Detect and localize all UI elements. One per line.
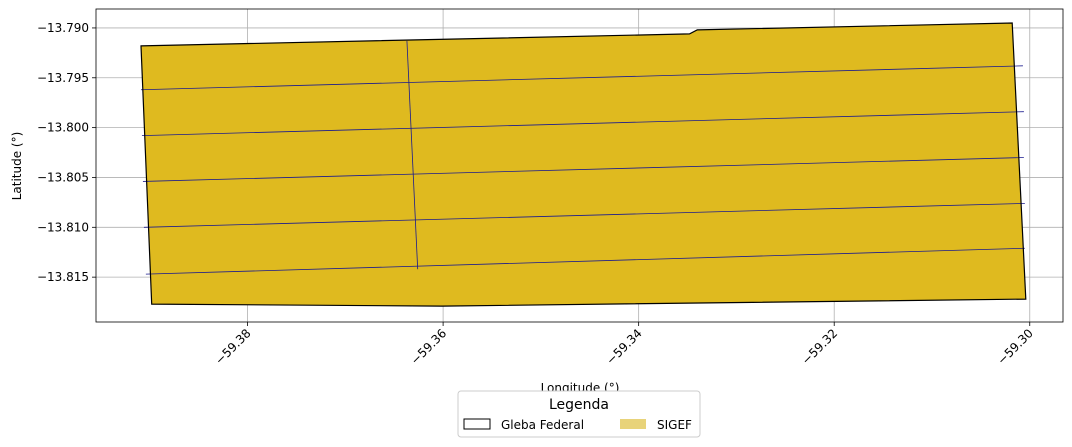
sigef-parcel-boundary [406, 40, 419, 270]
map-layers [140, 22, 1027, 307]
y-tick-label: −13.810 [37, 220, 89, 234]
y-tick-label: −13.815 [37, 270, 89, 284]
sigef-parcel-boundary [141, 111, 1024, 136]
x-tick-label: −59.36 [408, 326, 449, 367]
sigef-parcel-boundary [145, 247, 1025, 275]
legend-label-sigef: SIGEF [657, 418, 692, 432]
y-tick-label: −13.795 [37, 71, 89, 85]
sigef-parcel-boundary [143, 202, 1025, 228]
axes-frame [95, 8, 1064, 323]
x-tick-label: −59.34 [603, 326, 644, 367]
x-tick-label: −59.30 [995, 326, 1036, 367]
x-tick-label: −59.38 [212, 326, 253, 367]
gleba-federal-outline [140, 22, 1027, 307]
sigef-parcels-fill [141, 23, 1026, 307]
sigef-parcel-boundary [142, 157, 1024, 182]
legend-title: Legenda [549, 397, 609, 413]
y-tick-label: −13.805 [37, 170, 89, 184]
legend-swatch-gleba-federal [463, 418, 491, 430]
sigef-parcel-boundary [140, 65, 1023, 91]
legend-swatch-sigef [620, 419, 646, 429]
legend-label-gleba-federal: Gleba Federal [501, 418, 584, 432]
y-tick-label: −13.790 [37, 21, 89, 35]
y-tick-label: −13.800 [37, 121, 89, 135]
legend: Legenda Gleba Federal SIGEF [457, 390, 701, 438]
x-tick-label: −59.32 [799, 326, 840, 367]
y-axis-title: Latitude (°) [10, 132, 24, 201]
